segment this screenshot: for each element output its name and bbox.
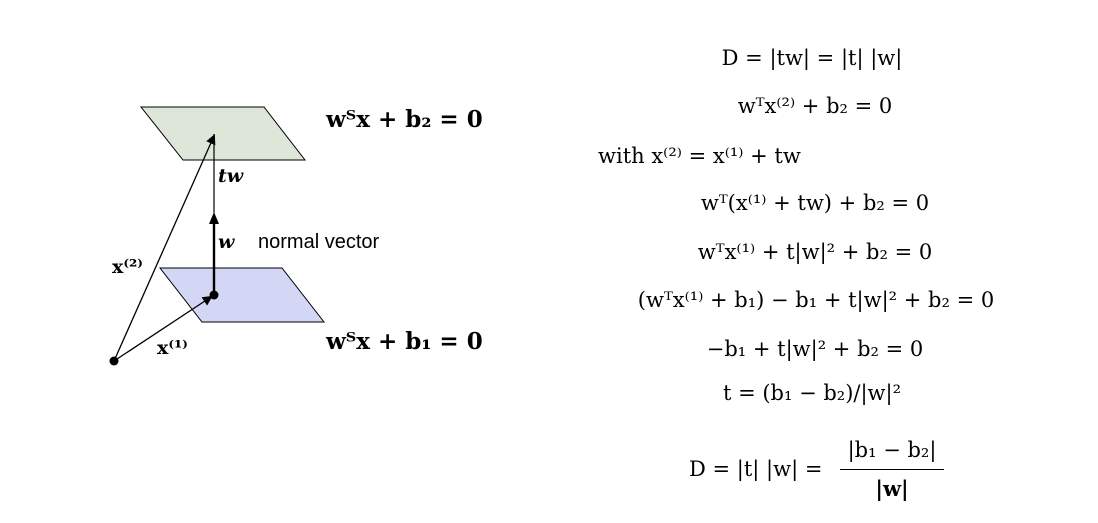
label-x2: x⁽²⁾ (112, 256, 143, 278)
vector-x1 (113, 295, 213, 362)
derivation-line-8: t = (b₁ − b₂)/|w|² (722, 381, 902, 405)
final-numerator: |b₁ − b₂| (847, 438, 937, 462)
point-x1 (209, 290, 219, 300)
plane-top (139, 106, 307, 161)
fraction-bar (840, 469, 944, 470)
derivation-line-4: wᵀ(x⁽¹⁾ + tw) + b₂ = 0 (700, 191, 930, 215)
label-tw: tw (218, 165, 244, 187)
derivation-final: D = |t| |w| = |b₁ − b₂| |w| (689, 436, 949, 506)
final-lhs: D = |t| |w| = (689, 457, 823, 481)
final-denominator: |w| (875, 476, 909, 501)
derivation-line-1: D = |tw| = |t| |w| (721, 46, 903, 70)
label-w: w (218, 231, 235, 253)
vector-w-arrowhead (209, 212, 219, 224)
derivation-line-5: wᵀx⁽¹⁾ + t|w|² + b₂ = 0 (697, 240, 933, 264)
plane-top-equation: wᵀx + b₂ = 0 (326, 106, 483, 133)
derivation-line-7: −b₁ + t|w|² + b₂ = 0 (706, 337, 924, 361)
derivation-line-6: (wᵀx⁽¹⁾ + b₁) − b₁ + t|w|² + b₂ = 0 (637, 288, 995, 312)
derivation-line-3: with x⁽²⁾ = x⁽¹⁾ + tw (598, 144, 801, 168)
origin-point (109, 356, 119, 366)
derivation-line-2: wᵀx⁽²⁾ + b₂ = 0 (737, 94, 893, 118)
final-fraction: |b₁ − b₂| |w| (840, 436, 944, 506)
label-x1: x⁽¹⁾ (157, 337, 188, 359)
plane-bottom-equation: wᵀx + b₁ = 0 (326, 328, 483, 355)
vector-x2 (113, 134, 216, 362)
label-normal-vector: normal vector (258, 231, 380, 253)
plane-bottom (158, 267, 326, 323)
